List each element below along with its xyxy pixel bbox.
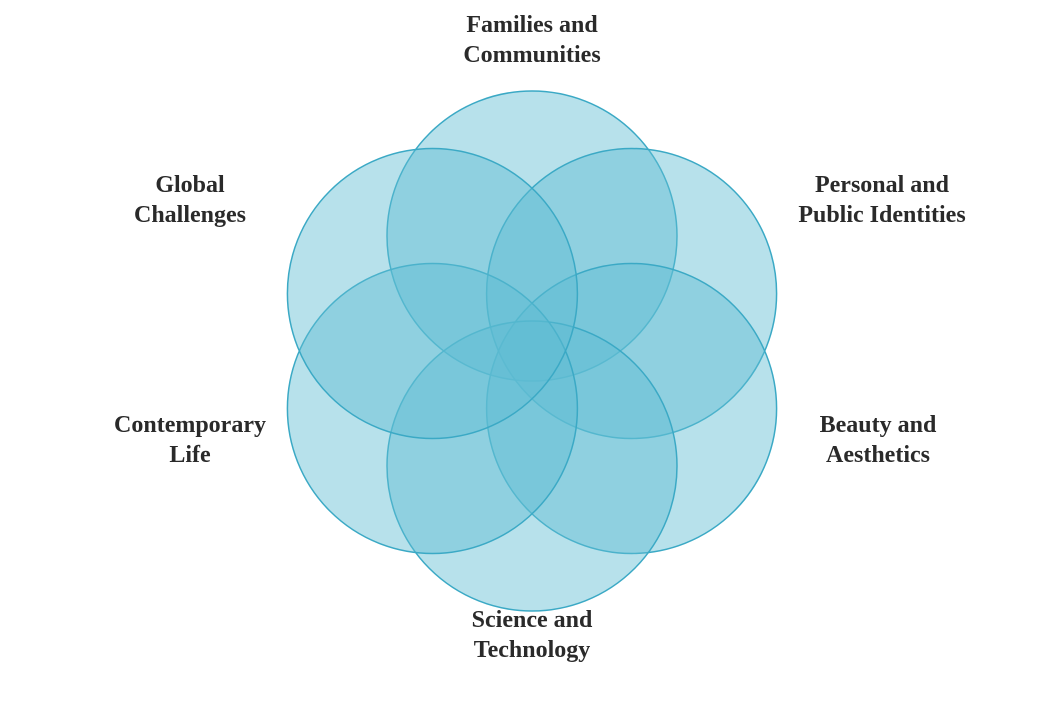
venn-label: Personal andPublic Identities xyxy=(798,170,965,230)
venn-label-line: Aesthetics xyxy=(820,440,937,470)
venn-label-line: Technology xyxy=(472,635,593,665)
venn-label-line: Personal and xyxy=(798,170,965,200)
venn-label-line: Global xyxy=(134,170,246,200)
venn-label: GlobalChallenges xyxy=(134,170,246,230)
venn-label-line: Communities xyxy=(463,40,600,70)
venn-label: Science andTechnology xyxy=(472,605,593,665)
venn-label: Families andCommunities xyxy=(463,10,600,70)
venn-svg xyxy=(262,81,802,621)
venn-label-line: Contemporary xyxy=(114,410,266,440)
venn-label-line: Beauty and xyxy=(820,410,937,440)
venn-diagram-container: Families andCommunities Personal andPubli… xyxy=(0,0,1064,701)
venn-label-line: Challenges xyxy=(134,200,246,230)
venn-label: Beauty andAesthetics xyxy=(820,410,937,470)
venn-label-line: Life xyxy=(114,440,266,470)
venn-circle xyxy=(287,148,577,438)
venn-label-line: Public Identities xyxy=(798,200,965,230)
venn-label: ContemporaryLife xyxy=(114,410,266,470)
venn-label-line: Families and xyxy=(463,10,600,40)
venn-label-line: Science and xyxy=(472,605,593,635)
